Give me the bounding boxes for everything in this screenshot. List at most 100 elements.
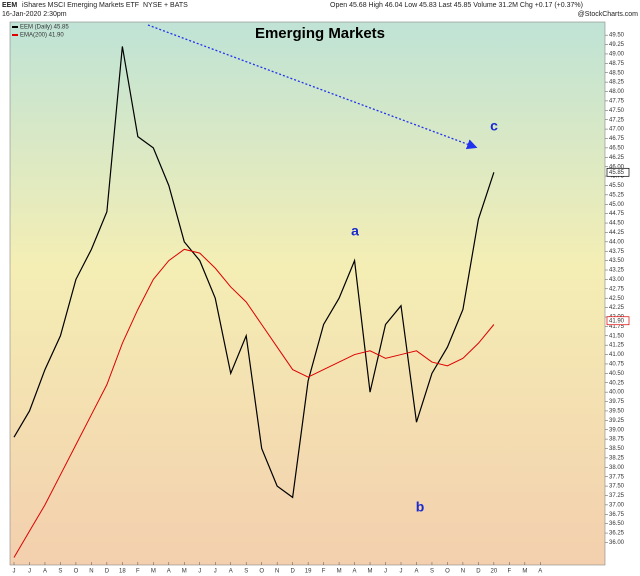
x-tick-label: 18 <box>119 569 126 575</box>
x-tick-label: A <box>414 569 418 575</box>
y-tick-label: 44.50 <box>609 221 625 227</box>
price-badge <box>606 167 630 177</box>
y-tick-label: 48.00 <box>609 89 625 95</box>
y-tick-label: 39.75 <box>609 399 625 405</box>
x-tick-label: S <box>58 569 62 575</box>
y-tick-label: 42.25 <box>609 305 625 311</box>
x-tick-label: D <box>476 569 481 575</box>
x-tick-label: F <box>508 569 512 575</box>
y-tick-label: 38.00 <box>609 465 625 471</box>
x-tick-label: A <box>167 569 171 575</box>
x-tick-label: S <box>244 569 248 575</box>
y-tick-label: 45.25 <box>609 192 625 198</box>
series-line <box>13 46 495 499</box>
date: 16-Jan-2020 2:30pm <box>2 11 67 18</box>
y-tick-label: 43.50 <box>609 258 625 264</box>
y-tick-label: 46.50 <box>609 145 625 151</box>
y-tick-label: 41.75 <box>609 324 625 330</box>
security-name: iShares MSCI Emerging Markets ETF <box>22 2 139 9</box>
x-tick-label: M <box>182 569 187 575</box>
x-tick-label: 19 <box>305 569 312 575</box>
y-tick-label: 44.00 <box>609 239 625 245</box>
x-tick-label: O <box>259 569 264 575</box>
x-tick-label: M <box>522 569 527 575</box>
y-tick-label: 45.50 <box>609 183 625 189</box>
x-tick-label: J <box>13 569 16 575</box>
y-tick-label: 49.50 <box>609 33 625 39</box>
x-tick-label: M <box>151 569 156 575</box>
x-tick-label: J <box>214 569 217 575</box>
y-tick-label: 48.25 <box>609 80 625 86</box>
x-tick-label: S <box>430 569 434 575</box>
y-tick-label: 36.00 <box>609 540 625 546</box>
legend-label: EEM (Daily) 45.85 <box>20 25 69 31</box>
x-tick-label: O <box>445 569 450 575</box>
price-badge-label: 41.90 <box>609 318 625 324</box>
y-tick-label: 39.50 <box>609 409 625 415</box>
y-tick-label: 41.25 <box>609 343 625 349</box>
y-tick-label: 47.00 <box>609 127 625 133</box>
price-badge-label: 45.85 <box>609 170 625 176</box>
y-tick-label: 46.75 <box>609 136 625 142</box>
y-tick-label: 46.00 <box>609 164 625 170</box>
annotation: c <box>490 118 498 134</box>
y-tick-label: 37.75 <box>609 474 625 480</box>
x-tick-label: F <box>322 569 326 575</box>
y-tick-label: 42.75 <box>609 286 625 292</box>
y-tick-label: 49.00 <box>609 52 625 58</box>
x-tick-label: 20 <box>491 569 498 575</box>
y-tick-label: 48.50 <box>609 70 625 76</box>
y-tick-label: 39.25 <box>609 418 625 424</box>
price-badge <box>606 316 630 326</box>
series-line <box>13 248 495 558</box>
y-tick-label: 42.50 <box>609 296 625 302</box>
x-tick-label: D <box>290 569 295 575</box>
x-tick-label: M <box>337 569 342 575</box>
legend-swatch <box>12 34 18 36</box>
x-tick-label: A <box>353 569 357 575</box>
x-tick-label: N <box>89 569 93 575</box>
y-tick-label: 43.25 <box>609 268 625 274</box>
y-tick-label: 36.50 <box>609 521 625 527</box>
y-tick-label: 37.25 <box>609 493 625 499</box>
x-tick-label: J <box>28 569 31 575</box>
y-tick-label: 40.00 <box>609 390 625 396</box>
y-tick-label: 49.25 <box>609 42 625 48</box>
y-tick-label: 44.25 <box>609 230 625 236</box>
y-tick-label: 40.75 <box>609 362 625 368</box>
chart-title: Emerging Markets <box>255 25 385 42</box>
x-tick-label: J <box>384 569 387 575</box>
symbol: EEM <box>2 2 17 9</box>
y-tick-label: 43.00 <box>609 277 625 283</box>
y-tick-label: 38.25 <box>609 455 625 461</box>
legend-swatch <box>12 26 18 28</box>
y-tick-label: 47.75 <box>609 98 625 104</box>
x-tick-label: A <box>43 569 47 575</box>
x-tick-label: A <box>538 569 542 575</box>
exchange: NYSE + BATS <box>143 2 188 9</box>
legend-label: EMA(200) 41.90 <box>20 33 64 39</box>
y-tick-label: 46.25 <box>609 155 625 161</box>
y-tick-label: 48.75 <box>609 61 625 67</box>
y-tick-label: 37.00 <box>609 502 625 508</box>
y-tick-label: 38.75 <box>609 437 625 443</box>
x-tick-label: J <box>198 569 201 575</box>
y-tick-label: 37.50 <box>609 484 625 490</box>
x-tick-label: A <box>229 569 233 575</box>
x-tick-label: J <box>400 569 403 575</box>
y-tick-label: 40.50 <box>609 371 625 377</box>
credit: @StockCharts.com <box>578 11 639 18</box>
y-tick-label: 38.50 <box>609 446 625 452</box>
annotation: a <box>351 223 359 239</box>
y-tick-label: 36.75 <box>609 512 625 518</box>
y-tick-label: 45.00 <box>609 202 625 208</box>
y-tick-label: 47.50 <box>609 108 625 114</box>
x-tick-label: D <box>105 569 110 575</box>
y-tick-label: 36.25 <box>609 531 625 537</box>
x-tick-label: F <box>136 569 140 575</box>
x-tick-label: N <box>275 569 279 575</box>
y-tick-label: 43.75 <box>609 249 625 255</box>
y-tick-label: 47.25 <box>609 117 625 123</box>
x-tick-label: O <box>74 569 79 575</box>
